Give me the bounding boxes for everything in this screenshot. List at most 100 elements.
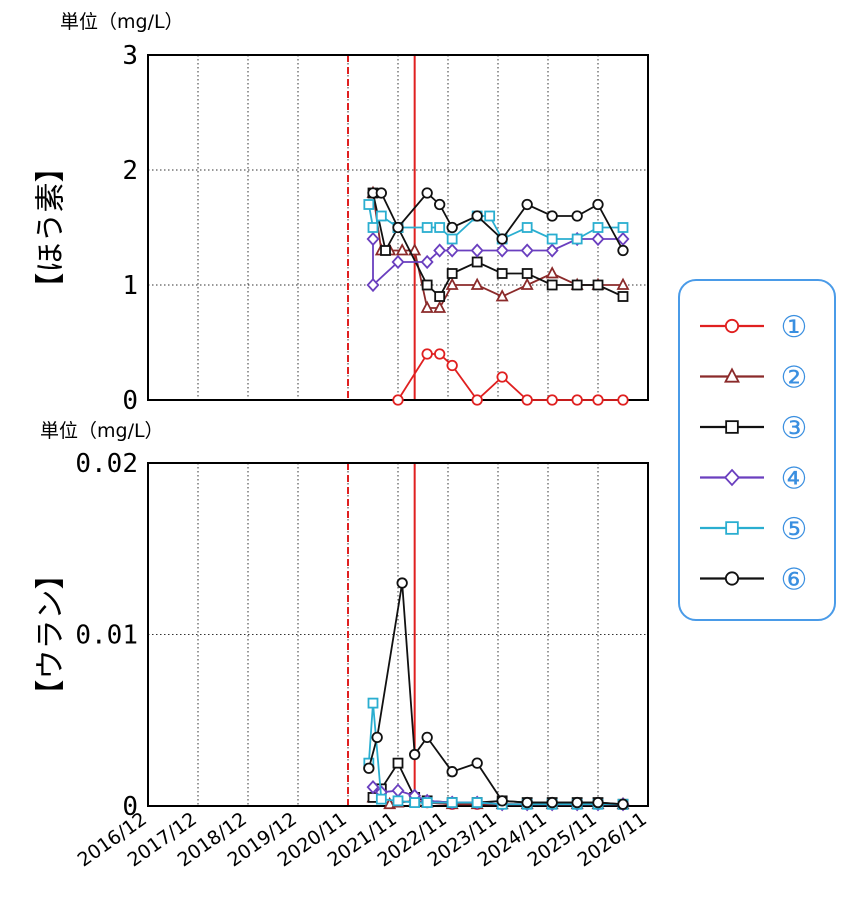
data-point-marker <box>496 795 508 807</box>
data-point-marker <box>420 254 434 270</box>
data-point-marker <box>367 222 379 233</box>
data-point-marker <box>496 268 508 279</box>
data-point-marker <box>434 222 446 233</box>
data-point-marker <box>421 222 433 233</box>
data-point-marker <box>571 279 583 291</box>
legend-label: ④ <box>781 462 808 497</box>
data-point-marker <box>445 277 459 290</box>
data-point-marker <box>571 796 583 809</box>
data-point-marker <box>470 277 484 290</box>
uranium-chart: 単位（mg/L） 0 0.01 0.02 【ウラン】 <box>34 420 649 822</box>
data-point-marker <box>546 233 558 245</box>
y-tick-label: 2 <box>122 156 138 186</box>
data-point-marker <box>471 797 483 808</box>
data-point-marker <box>433 300 447 313</box>
data-point-marker <box>496 233 508 245</box>
data-point-marker <box>545 266 559 279</box>
data-point-marker <box>434 291 446 302</box>
y-tick-label: 3 <box>122 41 138 71</box>
data-point-marker <box>408 243 422 256</box>
series-line <box>372 192 624 298</box>
data-point-marker <box>392 757 404 769</box>
data-point-marker <box>724 571 740 586</box>
legend-canvas: ① ② ③ ④ ⑤ ⑥ <box>700 310 808 598</box>
y-tick-label: 0 <box>122 386 138 416</box>
data-point-marker <box>616 277 630 290</box>
data-point-marker <box>546 394 558 406</box>
unit-label: 単位（mg/L） <box>40 420 164 442</box>
data-point-marker <box>391 783 405 798</box>
data-point-marker <box>409 748 421 761</box>
data-point-marker <box>723 468 741 487</box>
data-point-marker <box>395 243 409 256</box>
data-point-marker <box>375 793 387 805</box>
data-point-marker <box>409 797 421 808</box>
y-axis-title: 【ウラン】 <box>34 560 69 710</box>
data-point-marker <box>617 244 629 257</box>
data-point-marker <box>434 348 446 360</box>
data-point-marker <box>521 222 533 233</box>
data-point-marker <box>367 697 379 709</box>
data-point-marker <box>471 256 483 268</box>
y-tick-label: 0 <box>122 792 138 822</box>
data-point-marker <box>521 198 533 211</box>
data-point-marker <box>521 394 533 406</box>
data-point-marker <box>617 798 629 810</box>
series-⑥ <box>363 577 629 810</box>
legend-item-⑤: ⑤ <box>700 512 807 547</box>
data-point-marker <box>496 371 508 383</box>
data-point-marker <box>420 300 434 313</box>
data-point-marker <box>546 279 558 291</box>
legend-item-⑥: ⑥ <box>700 563 807 598</box>
data-point-marker <box>471 757 483 769</box>
data-point-marker <box>375 210 387 222</box>
data-point-marker <box>571 233 583 245</box>
legend-label: ② <box>781 361 808 396</box>
data-point-marker <box>363 199 375 210</box>
data-point-marker <box>545 243 559 258</box>
data-point-marker <box>391 254 405 270</box>
data-point-marker <box>383 796 397 810</box>
data-point-marker <box>446 797 458 808</box>
unit-label: 単位（mg/L） <box>60 11 184 33</box>
legend-item-①: ① <box>700 310 807 345</box>
data-point-marker <box>592 796 604 809</box>
data-point-marker <box>396 577 408 589</box>
legend-item-④: ④ <box>700 462 807 497</box>
legend: ① ② ③ ④ ⑤ ⑥ <box>678 279 836 621</box>
data-point-marker <box>546 210 558 222</box>
series-line <box>397 353 623 402</box>
legend-label: ① <box>781 310 808 345</box>
y-tick-label: 0.01 <box>75 621 138 651</box>
data-point-marker <box>421 348 433 360</box>
data-point-marker <box>521 796 533 809</box>
data-point-marker <box>421 731 433 744</box>
data-point-marker <box>724 318 740 334</box>
data-point-marker <box>375 187 387 199</box>
data-point-marker <box>421 187 433 199</box>
data-point-marker <box>520 243 534 258</box>
data-point-marker <box>571 394 583 406</box>
legend-item-③: ③ <box>700 411 807 446</box>
data-point-marker <box>616 231 630 247</box>
data-point-marker <box>446 221 458 234</box>
data-point-marker <box>366 231 380 247</box>
series-line <box>367 582 624 806</box>
data-point-marker <box>446 359 458 372</box>
y-tick-label: 1 <box>122 271 138 301</box>
data-point-marker <box>591 231 605 247</box>
data-point-marker <box>495 289 509 302</box>
data-point-marker <box>571 210 583 222</box>
data-point-marker <box>725 521 739 535</box>
data-point-marker <box>366 277 380 293</box>
data-point-marker <box>446 268 458 279</box>
data-point-marker <box>421 797 433 808</box>
data-point-marker <box>617 291 629 302</box>
legend-label: ③ <box>781 411 808 446</box>
data-point-marker <box>495 243 509 258</box>
series-line <box>367 703 623 806</box>
data-point-marker <box>725 420 739 434</box>
data-point-marker <box>446 766 458 778</box>
y-tick-label: 0.02 <box>75 449 138 479</box>
data-point-marker <box>392 394 404 406</box>
